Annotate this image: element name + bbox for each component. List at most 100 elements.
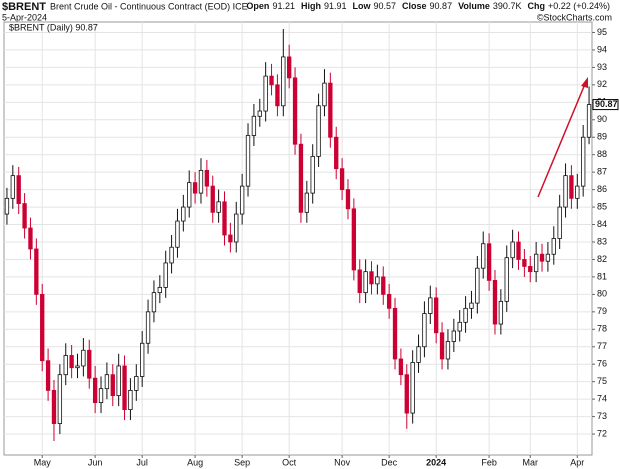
candle-body [116,365,121,397]
y-tick-label: 76 [597,359,607,369]
stat-label: Low [353,1,372,11]
y-tick-label: 81 [597,271,607,281]
candle-body [439,332,445,360]
candle-body [398,358,404,376]
candle-body [181,206,186,222]
candle-body [204,170,210,187]
date: 5-Apr-2024 [2,12,47,22]
candle-body [16,175,21,204]
candle-body [28,227,33,250]
candle-body [63,355,68,376]
stat-value: 90.87 [430,1,453,11]
y-tick-label: 93 [597,62,607,72]
candle-body [586,104,592,138]
candle-body [228,234,233,243]
candle-body [516,241,521,260]
candle-body [45,360,51,391]
candle-body [245,135,251,187]
stat-value: 91.21 [272,1,295,11]
y-tick-label: 75 [597,376,607,386]
candle-body [545,253,551,262]
candle-body [416,346,421,363]
stat-value: 90.57 [374,1,397,11]
candle-body [486,243,492,281]
candle-body [434,297,439,334]
candle-body [40,293,45,362]
candle-body [151,292,157,313]
candle-body [351,208,357,271]
candle-body [257,110,262,117]
trend-arrow [537,77,588,198]
y-tick-label: 78 [597,324,607,334]
y-tick-label: 77 [597,341,607,351]
candle-body [428,297,433,314]
candle-body [569,175,574,199]
candle-body [281,56,286,107]
arrow-head [581,77,588,88]
candle-body [304,192,309,213]
arrow-line [537,83,586,198]
stats: Open 91.21 High 91.91 Low 90.57 Close 90.87 Volu… [246,1,610,11]
candle-body [292,77,298,145]
y-tick-label: 72 [597,428,607,438]
y-tick-label: 84 [597,219,607,229]
candle-body [128,389,133,411]
candle-body [98,388,104,404]
y-tick-label: 92 [597,79,607,89]
candle-body [575,185,580,199]
candle-body [381,276,386,295]
candle-body [551,238,556,255]
candle-body [22,203,27,229]
y-tick-label: 95 [597,27,607,37]
stat-label: High [301,1,321,11]
x-tick-label: Mar [523,457,539,467]
y-tick-label: 79 [597,306,607,316]
candle-body [192,182,198,194]
candle-body [422,313,427,348]
x-tick-label: Nov [334,457,351,467]
candle-body [75,365,80,369]
candle-body [451,330,456,342]
candle-body [251,115,257,136]
x-tick-label: Feb [481,457,497,467]
candle-body [269,75,274,86]
candle-body [275,84,280,107]
candle-body [263,75,268,112]
candle-body [310,156,315,194]
candle-body [110,374,115,397]
candle-body [134,376,139,391]
candle-body [469,302,474,309]
candle-body [157,286,162,294]
candle-body [4,197,10,215]
candle-body [175,220,180,248]
candle-body [345,189,351,210]
header: $BRENT Brent Crude Oil - Continuous Cont… [2,1,612,22]
y-tick-label: 83 [597,236,607,246]
x-tick-label: Aug [187,457,203,467]
candle-body [328,82,333,138]
legend: $BRENT (Daily) 90.87 [9,22,98,32]
candle-body [81,349,86,367]
y-tick-label: 87 [597,167,607,177]
y-tick-label: 90 [597,114,607,124]
candles: 90.87 [4,28,619,442]
y-tick-label: 80 [597,289,607,299]
candle-body [386,293,392,309]
candle-body [533,253,539,273]
y-tick-label: 85 [597,201,607,211]
candle-body [445,341,451,360]
candle-body [510,241,515,259]
y-tick-label: 94 [597,44,607,54]
candle-body [104,374,110,390]
candle-body [498,300,504,325]
y-tick-label: 89 [597,132,607,142]
stat-label: Chg [527,1,545,11]
stat-value: 390.7K [493,1,522,11]
candle-body [234,213,239,243]
candle-body [57,374,63,424]
y-tick-label: 88 [597,149,607,159]
candle-body [475,267,480,304]
candle-body [198,170,204,194]
candle-body [557,206,562,239]
x-tick-label: 2024 [426,457,446,467]
